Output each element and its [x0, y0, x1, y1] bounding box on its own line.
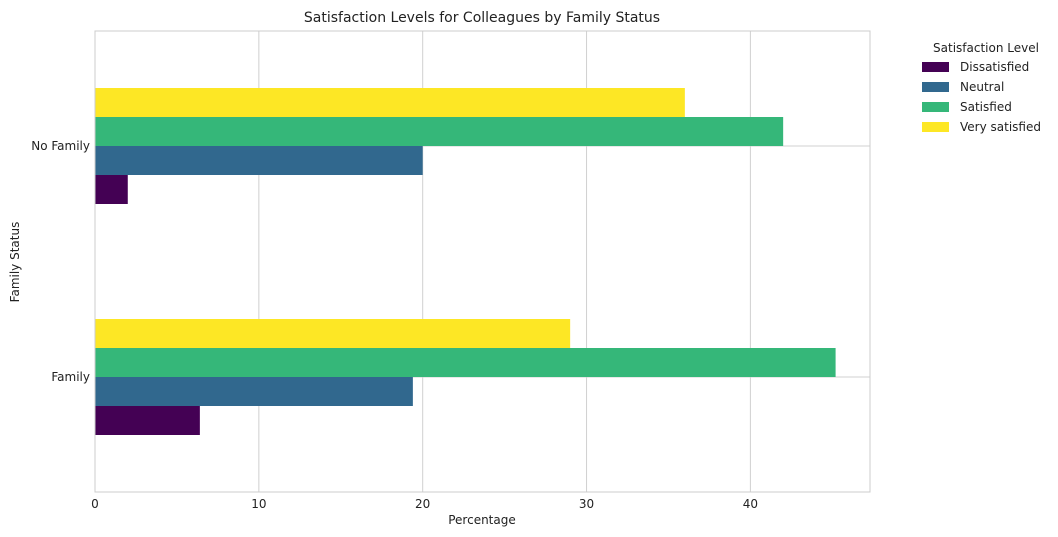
x-tick-label: 0 [91, 497, 99, 511]
legend-label: Neutral [960, 80, 1004, 94]
x-tick-label: 30 [579, 497, 594, 511]
x-tick-label: 40 [743, 497, 758, 511]
bar [95, 348, 836, 377]
y-axis-label: Family Status [8, 222, 22, 303]
legend-label: Very satisfied [960, 120, 1041, 134]
bar [95, 319, 571, 348]
legend-swatch [922, 82, 949, 92]
x-tick-label: 20 [415, 497, 430, 511]
chart-title: Satisfaction Levels for Colleagues by Fa… [304, 10, 660, 26]
legend-title: Satisfaction Level [933, 41, 1039, 55]
plot-area: 0 10 20 30 40 Family No Family [31, 30, 871, 511]
y-tick-label: Family [51, 370, 90, 384]
legend-swatch [922, 122, 949, 132]
bar [95, 146, 423, 175]
x-axis-label: Percentage [448, 513, 516, 527]
bar [95, 377, 413, 406]
legend-swatch [922, 102, 949, 112]
legend-label: Dissatisfied [960, 60, 1029, 74]
legend-label: Satisfied [960, 100, 1012, 114]
x-tick-label: 10 [251, 497, 266, 511]
plot-frame [94, 30, 871, 493]
bar [95, 117, 784, 146]
legend: Satisfaction Level Dissatisfied Neutral Sa… [922, 41, 1041, 134]
bar [95, 406, 200, 435]
bar [95, 175, 128, 204]
y-tick-label: No Family [31, 139, 90, 153]
legend-swatch [922, 62, 949, 72]
bar [95, 88, 685, 117]
